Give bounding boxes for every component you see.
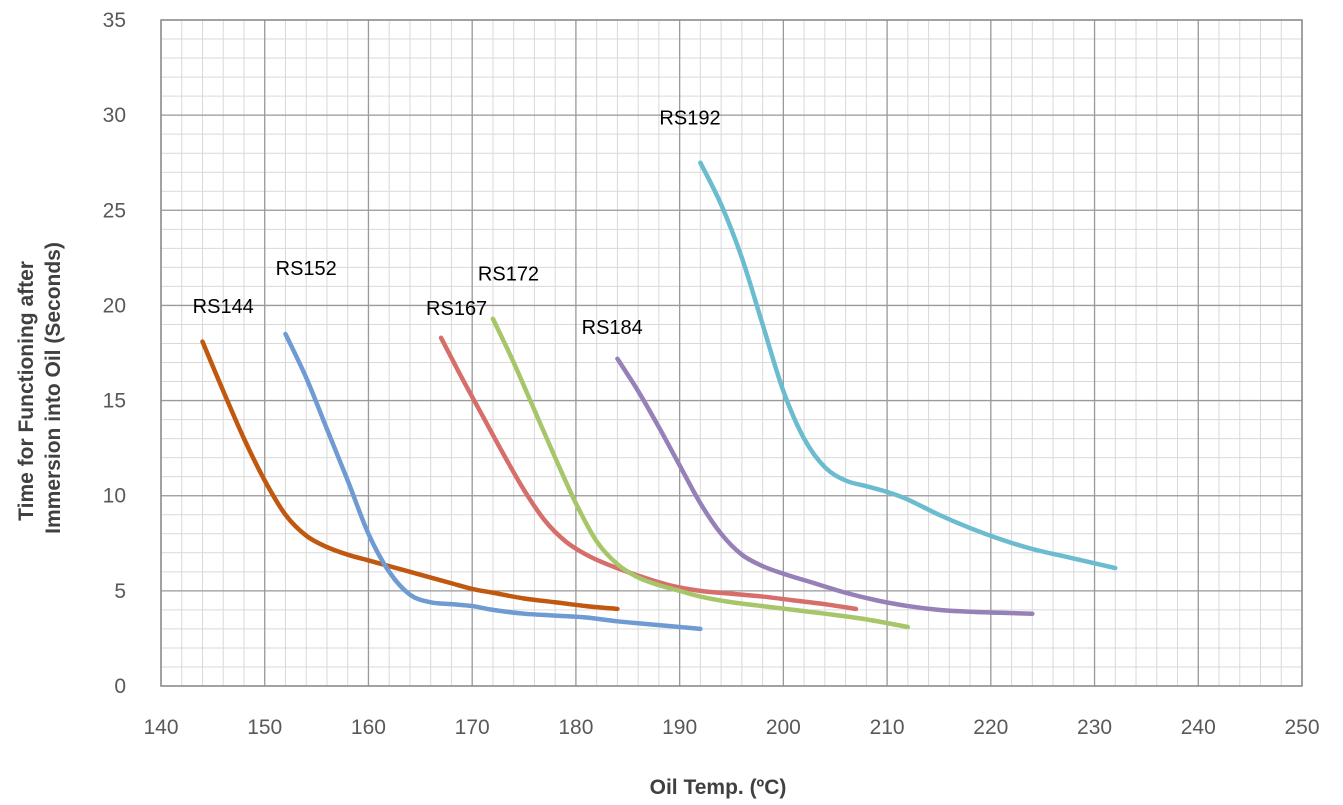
y-tick-labels: 0 5 10 15 20 25 30 35	[103, 9, 126, 698]
y-axis-title: Time for Functioning after Immersion int…	[15, 242, 65, 534]
x-tick-label: 160	[351, 716, 386, 739]
series-line-rs144	[200, 339, 620, 612]
y-axis-title-line-1: Time for Functioning after	[15, 261, 38, 521]
series-label-rs172: RS172	[478, 264, 539, 286]
y-tick-label: 30	[103, 104, 126, 127]
series-line-rs167	[438, 335, 859, 612]
x-tick-label: 140	[143, 716, 178, 739]
x-tick-label: 210	[870, 716, 905, 739]
y-tick-label: 25	[103, 199, 126, 222]
x-tick-label: 250	[1284, 716, 1319, 739]
series-line-rs192	[698, 160, 1118, 571]
series-label-rs167: RS167	[426, 298, 487, 320]
x-tick-label: 230	[1077, 716, 1112, 739]
series-line-rs152	[283, 331, 703, 632]
y-tick-label: 5	[114, 580, 126, 603]
x-tick-label: 200	[766, 716, 801, 739]
y-tick-label: 10	[103, 485, 126, 508]
y-axis-title-line-2: Immersion into Oil (Seconds)	[42, 242, 65, 534]
series-label-rs144: RS144	[193, 296, 254, 318]
x-tick-label: 240	[1181, 716, 1216, 739]
y-tick-label: 20	[103, 294, 126, 317]
series-label-rs184: RS184	[582, 317, 643, 339]
y-tick-label: 15	[103, 390, 126, 413]
major-gridlines	[160, 19, 1303, 687]
series-labels: RS144 RS152 RS167 RS172 RS184 RS192	[193, 108, 721, 339]
x-tick-label: 150	[247, 716, 282, 739]
y-tick-label: 35	[103, 9, 126, 32]
series-lines	[200, 160, 1118, 632]
series-label-rs192: RS192	[659, 108, 720, 130]
x-axis-title: Oil Temp. (ºC)	[650, 776, 787, 799]
series-label-rs152: RS152	[276, 258, 337, 280]
x-tick-label: 220	[973, 716, 1008, 739]
plot-frame	[160, 19, 1303, 687]
series-line-rs172	[490, 316, 911, 630]
x-tick-label: 170	[455, 716, 490, 739]
x-tick-labels: 140 150 160 170 180 190 200 210 220 230 240 250	[143, 716, 1319, 739]
x-tick-label: 190	[662, 716, 697, 739]
minor-gridlines	[160, 19, 1303, 687]
series-line-rs184	[615, 356, 1035, 616]
x-tick-label: 180	[558, 716, 593, 739]
y-tick-label: 0	[114, 675, 126, 698]
